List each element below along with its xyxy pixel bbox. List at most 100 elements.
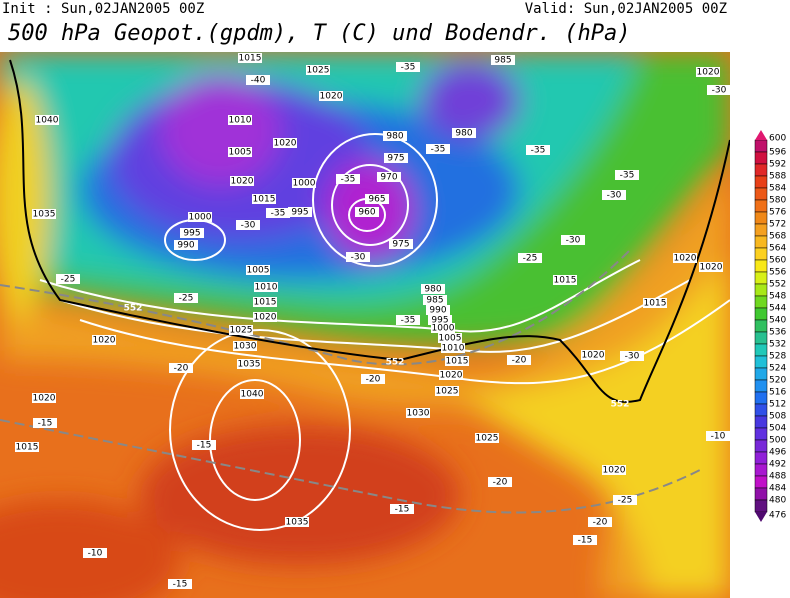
- isobar-label-box: [228, 115, 252, 125]
- colorbar-label: 560: [769, 256, 786, 266]
- colorbar-bin: [754, 307, 768, 321]
- isotherm-label: -25: [179, 294, 194, 304]
- isobar-label: 990: [429, 306, 446, 316]
- isobar-label: 1025: [436, 387, 459, 397]
- isotherm-label-box: [518, 253, 542, 263]
- isobar-label-box: [233, 341, 257, 351]
- isobar-label-box: [673, 253, 697, 263]
- colorbar-bin: [754, 355, 768, 369]
- colorbar-label: 520: [769, 376, 786, 386]
- colorbar-bin: [754, 331, 768, 345]
- isobar-label-box: [253, 297, 277, 307]
- colorbar-label: 588: [769, 172, 786, 182]
- isotherm-label: -15: [395, 505, 410, 515]
- colorbar-bin: [754, 283, 768, 297]
- isobar-label: 1020: [231, 177, 254, 187]
- isobar-label-box: [254, 282, 278, 292]
- isobar-label-box: [643, 298, 667, 308]
- isotherm-label-box: [83, 548, 107, 558]
- isotherm-label-box: [613, 495, 637, 505]
- isotherm-label-box: [346, 252, 370, 262]
- height-label: 552: [124, 304, 143, 314]
- isobar-label: 1005: [229, 148, 252, 158]
- isotherm-label: -25: [618, 496, 633, 506]
- isotherm-label: -35: [531, 146, 546, 156]
- isobar-label-box: [438, 333, 462, 343]
- colorbar-label: 536: [769, 328, 786, 338]
- colorbar-label: 564: [769, 244, 786, 254]
- isobar-label-box: [35, 115, 59, 125]
- isobar-label-box: [377, 172, 401, 182]
- isotherm-label-box: [246, 75, 270, 85]
- colorbar-label: 508: [769, 412, 786, 422]
- isotherm-label-box: [620, 351, 644, 361]
- isobar-label: 1020: [93, 336, 116, 346]
- isobar-label-box: [319, 91, 343, 101]
- isobar-label-box: [581, 350, 605, 360]
- isotherm-label: -20: [593, 518, 608, 528]
- isobar-label: 1015: [253, 195, 276, 205]
- isotherm-label: -20: [512, 356, 527, 366]
- colorbar-bin: [754, 223, 768, 237]
- isobar-label: 1015: [644, 299, 667, 309]
- isotherm-label: -40: [251, 76, 266, 86]
- isotherm-label: -20: [366, 375, 381, 385]
- isobar-label: 1005: [247, 266, 270, 276]
- isobar-label: 995: [431, 316, 448, 326]
- isobar-label: 1020: [674, 254, 697, 264]
- isobar-label: 1010: [229, 116, 252, 126]
- isobar-label: 1015: [254, 298, 277, 308]
- isotherm-label: -30: [607, 191, 622, 201]
- isobar-label-box: [292, 178, 316, 188]
- isotherm-label: -15: [197, 441, 212, 451]
- isobar-label-box: [188, 212, 212, 222]
- isobar-label-box: [445, 356, 469, 366]
- isobar-label: 1035: [286, 518, 309, 528]
- isotherm-label: -30: [241, 221, 256, 231]
- isobar-label: 1020: [33, 394, 56, 404]
- isobar-label: 995: [183, 229, 200, 239]
- isobar-label: 1030: [407, 409, 430, 419]
- colorbar-label: 488: [769, 472, 786, 482]
- isobar-label: 1015: [446, 357, 469, 367]
- isobar-label-box: [423, 295, 447, 305]
- isotherm-label: -35: [341, 175, 356, 185]
- isobar-label-box: [365, 194, 389, 204]
- colorbar-bin: [754, 367, 768, 381]
- isobar-label-box: [383, 131, 407, 141]
- isobar-label: 1000: [432, 324, 455, 334]
- isotherm-label: -20: [174, 364, 189, 374]
- isobar-label: 960: [358, 208, 375, 218]
- isobar-label: 1000: [189, 213, 212, 223]
- isobar-label-box: [273, 138, 297, 148]
- isotherm-label: -15: [173, 580, 188, 590]
- isobar-label-box: [180, 228, 204, 238]
- isobar-label: 1020: [700, 263, 723, 273]
- isotherm-label-box: [396, 315, 420, 325]
- isotherm-label: -35: [431, 145, 446, 155]
- colorbar-label: 592: [769, 160, 786, 170]
- isobar-label-box: [288, 207, 312, 217]
- colorbar-cap: [755, 130, 767, 140]
- colorbar: 600 596 592 588 584 580 576 572 568 564 560 556 552 5…: [754, 130, 786, 522]
- isotherm-label-box: [488, 477, 512, 487]
- isotherm-label: -15: [38, 419, 53, 429]
- isotherm-label-box: [526, 145, 550, 155]
- isobar-label: 1020: [603, 466, 626, 476]
- colorbar-label: 500: [769, 436, 786, 446]
- colorbar-bin: [754, 343, 768, 357]
- colorbar-bin: [754, 247, 768, 261]
- isobar-label: 1030: [234, 342, 257, 352]
- isotherm-label-box: [615, 170, 639, 180]
- valid-label: Valid: Sun,02JAN2005 00Z: [525, 1, 727, 17]
- isotherm-label: -10: [88, 549, 103, 559]
- isobar-label-box: [602, 465, 626, 475]
- colorbar-bin: [754, 379, 768, 393]
- isobar-label-box: [246, 265, 270, 275]
- isotherm-label-box: [168, 579, 192, 589]
- colorbar-label: 484: [769, 484, 786, 494]
- isobar-label: 980: [386, 132, 403, 142]
- colorbar-label: 576: [769, 208, 786, 218]
